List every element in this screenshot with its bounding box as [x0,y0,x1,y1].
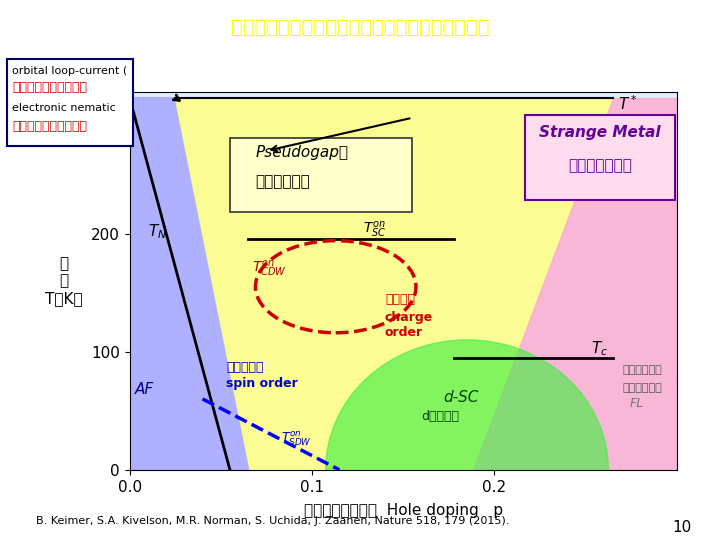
Text: $T_{SDW}^{on}$: $T_{SDW}^{on}$ [281,431,312,448]
Polygon shape [175,98,613,470]
Text: （奇妙な金属）: （奇妙な金属） [568,158,632,173]
Text: ェルミ液体）: ェルミ液体） [622,383,662,393]
Text: 軌道ループ電流秩序）: 軌道ループ電流秩序） [12,82,87,94]
Text: 量子臨界点の存在？：競合・共存する多種の秩序: 量子臨界点の存在？：競合・共存する多種の秩序 [230,17,490,37]
Text: 温
度
T（K）: 温 度 T（K） [45,256,83,306]
Text: order: order [385,326,423,339]
Ellipse shape [325,340,608,540]
Text: $T_{CDW}^{on}$: $T_{CDW}^{on}$ [252,259,287,279]
FancyBboxPatch shape [526,116,675,200]
Text: $T^*$: $T^*$ [618,94,638,112]
FancyBboxPatch shape [230,138,413,212]
Text: Strange Metal: Strange Metal [539,125,661,140]
Text: orbital loop-current (: orbital loop-current ( [12,66,127,76]
Text: 擬ギャップ）: 擬ギャップ） [256,174,310,190]
Text: Pseudogap（: Pseudogap（ [256,145,348,160]
X-axis label: 正孔ドーピング量  Hole doping   p: 正孔ドーピング量 Hole doping p [304,503,503,518]
Text: 10: 10 [672,520,691,535]
Text: $T_N$: $T_N$ [148,222,167,241]
Text: 正常金属（フ: 正常金属（フ [622,365,662,375]
Polygon shape [130,98,250,470]
Text: ネマテック電子秩序）: ネマテック電子秩序） [12,120,87,133]
Text: AF: AF [135,382,154,397]
Polygon shape [472,98,677,470]
Text: $T_c$: $T_c$ [591,339,608,357]
Text: B. Keimer, S.A. Kivelson, M.R. Norman, S. Uchida, J. Zaanen, Nature 518, 179 (20: B. Keimer, S.A. Kivelson, M.R. Norman, S… [36,516,509,526]
Text: FL: FL [629,397,644,410]
Text: 電荷秩序: 電荷秩序 [385,293,415,306]
Text: $T_{SC}^{on}$: $T_{SC}^{on}$ [363,220,387,240]
Text: electronic nematic: electronic nematic [12,103,116,113]
Text: d波超伝導: d波超伝導 [421,410,459,423]
Text: d-SC: d-SC [444,390,479,406]
Text: spin order: spin order [226,377,298,390]
Text: charge: charge [385,311,433,324]
Text: スピン秩序: スピン秩序 [226,361,264,374]
